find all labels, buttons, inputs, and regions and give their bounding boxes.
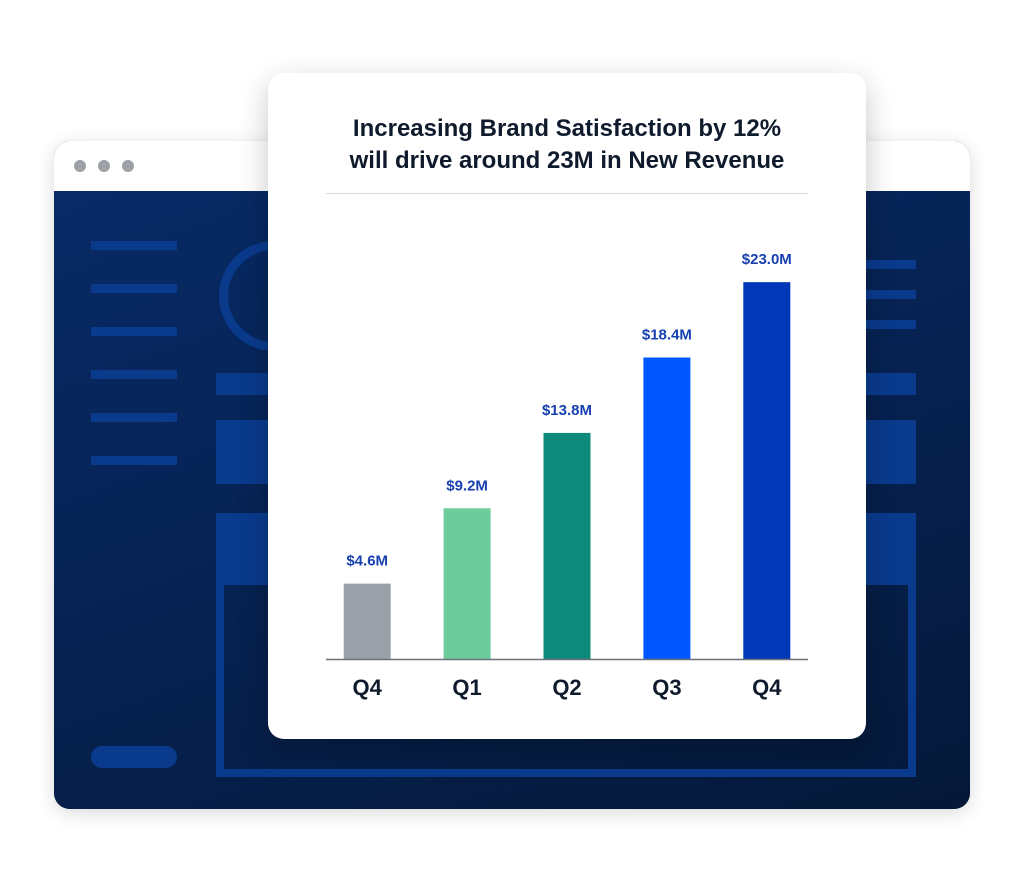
bar-5 [743, 282, 791, 659]
chart-title: Increasing Brand Satisfaction by 12% wil… [349, 115, 785, 174]
chart-card: Increasing Brand Satisfaction by 12% wil… [268, 73, 866, 739]
window-dot-icon [74, 160, 86, 172]
bar-2 [443, 508, 491, 659]
bar-3 [543, 432, 591, 659]
right-line [866, 290, 916, 299]
window-dot-icon [98, 160, 110, 172]
window-dot-icon [122, 160, 134, 172]
bar-value-label: $13.8M [542, 402, 592, 419]
right-line [866, 320, 916, 329]
bar-4 [643, 357, 691, 659]
x-tick-label: Q2 [552, 675, 581, 700]
menu-line [91, 284, 177, 293]
bar-value-label: $23.0M [742, 251, 792, 268]
bar-chart: $4.6M Q4 $9.2M Q1 $13.8M Q2 $18.4M Q3 $23.0M Q4 [326, 251, 808, 700]
menu-line [91, 327, 177, 336]
title-divider [326, 193, 808, 194]
x-tick-label: Q3 [652, 675, 681, 700]
pill-button-placeholder [91, 746, 177, 768]
bar-value-label: $9.2M [446, 477, 488, 494]
x-tick-label: Q4 [353, 675, 383, 700]
menu-line [91, 413, 177, 422]
x-tick-label: Q4 [752, 675, 782, 700]
menu-line [91, 456, 177, 465]
right-line [866, 260, 916, 269]
bar-value-label: $4.6M [346, 553, 388, 570]
bar-value-label: $18.4M [642, 327, 692, 344]
x-tick-label: Q1 [452, 675, 481, 700]
bar-1 [343, 583, 391, 659]
menu-line [91, 241, 177, 250]
menu-line [91, 370, 177, 379]
